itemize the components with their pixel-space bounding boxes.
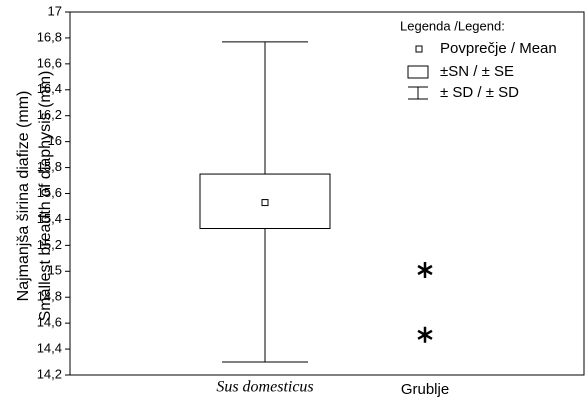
y-tick-label: 14,6 — [37, 315, 62, 330]
y-tick-label: 15 — [48, 263, 62, 278]
y-tick-label: 16 — [48, 133, 62, 148]
y-tick-label: 16,4 — [37, 81, 62, 96]
y-tick-label: 15,6 — [37, 185, 62, 200]
x-tick-label: Grublje — [401, 381, 449, 398]
outlier — [417, 261, 433, 278]
mean-marker — [261, 199, 269, 207]
y-tick-label: 14,4 — [37, 341, 62, 356]
y-tick-label: 14,8 — [37, 289, 62, 304]
legend-mean-icon — [415, 45, 423, 53]
y-tick-label: 15,8 — [37, 159, 62, 174]
y-tick-label: 16,2 — [37, 107, 62, 122]
y-tick-label: 16,8 — [37, 29, 62, 44]
legend-entry: Povprečje / Mean — [440, 40, 557, 57]
y-tick-label: 15,4 — [37, 211, 62, 226]
se-box — [199, 173, 331, 230]
legend-entry: ± SD / ± SD — [440, 84, 519, 101]
legend-sd-icon — [408, 86, 428, 100]
outlier — [417, 326, 433, 343]
legend-se-icon — [407, 65, 429, 79]
y-tick-label: 16,6 — [37, 55, 62, 70]
y-tick-label: 17 — [48, 3, 62, 18]
legend-title: Legenda /Legend: — [400, 18, 505, 33]
y-tick-label: 14,2 — [37, 366, 62, 381]
x-tick-label: Sus domesticus — [216, 379, 313, 396]
y-tick-label: 15,2 — [37, 237, 62, 252]
y-axis-label: Najmanjša širina diafize (mm) — [15, 91, 32, 302]
legend-entry: ±SN / ± SE — [440, 63, 514, 80]
y-axis-label: Smallest breadth of diaphysis (mm) — [37, 71, 54, 322]
